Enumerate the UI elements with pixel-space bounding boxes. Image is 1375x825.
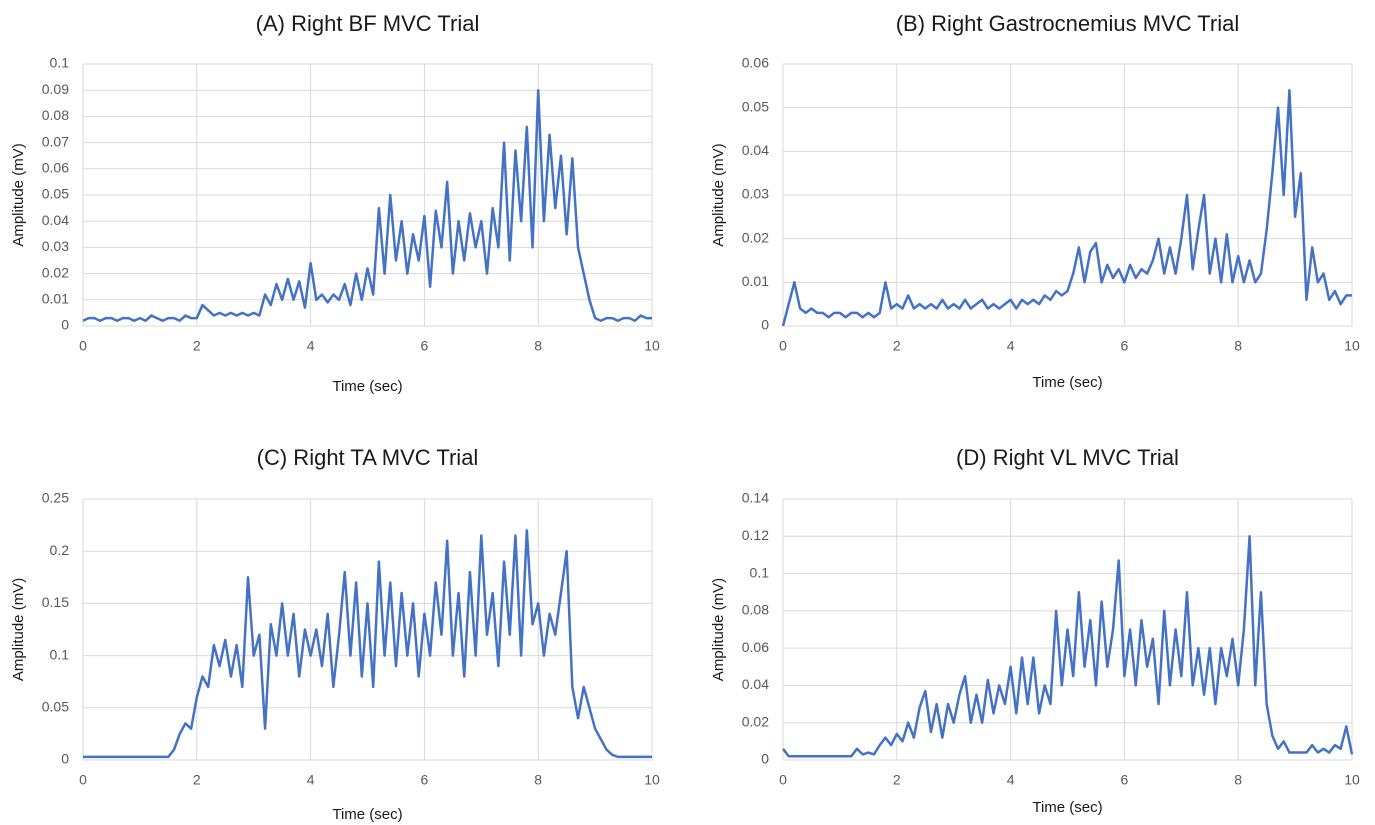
y-tick-label: 0.06 bbox=[742, 55, 769, 71]
y-tick-label: 0.04 bbox=[42, 212, 69, 228]
chart-panel: 0 0.01 0.02 0.03 0.04 0.05 0.06 0 2 4 6 8 10 (B) Righ… bbox=[710, 11, 1360, 391]
x-axis-title: Time (sec) bbox=[1032, 374, 1102, 391]
x-tick-label: 10 bbox=[1344, 338, 1360, 354]
x-tick-label: 4 bbox=[1007, 772, 1015, 788]
y-tick-label: 0 bbox=[61, 317, 69, 333]
x-tick-label: 4 bbox=[307, 338, 315, 354]
chart-panel: 0 0.02 0.04 0.06 0.08 0.1 0.12 0.14 0 2 4 6 8 10 (D) R… bbox=[710, 445, 1360, 816]
y-tick-label: 0.06 bbox=[742, 639, 769, 655]
chart-panel: 0 0.01 0.02 0.03 0.04 0.05 0.06 0.07 0.08 0.09 0.1… bbox=[10, 11, 660, 395]
data-line bbox=[82, 88, 652, 323]
x-tick-label: 6 bbox=[1121, 772, 1129, 788]
data-line bbox=[83, 529, 652, 759]
y-axis-title: Amplitude (mV) bbox=[710, 578, 727, 681]
data-line bbox=[782, 535, 1354, 758]
x-tick-label: 4 bbox=[307, 772, 315, 788]
y-tick-label: 0.05 bbox=[42, 699, 69, 715]
x-tick-label: 2 bbox=[893, 772, 901, 788]
y-tick-label: 0.04 bbox=[742, 142, 769, 158]
y-axis-title: Amplitude (mV) bbox=[10, 143, 27, 246]
y-tick-label: 0.2 bbox=[50, 542, 70, 558]
x-tick-label: 10 bbox=[1344, 772, 1360, 788]
x-axis-title: Time (sec) bbox=[1032, 799, 1102, 816]
chart-title: (D) Right VL MVC Trial bbox=[956, 445, 1179, 470]
x-tick-label: 10 bbox=[644, 338, 660, 354]
y-tick-label: 0 bbox=[761, 317, 769, 333]
y-tick-label: 0.02 bbox=[42, 264, 69, 280]
y-tick-label: 0.07 bbox=[42, 133, 69, 149]
y-tick-label: 0.03 bbox=[742, 186, 769, 202]
y-tick-label: 0.04 bbox=[742, 676, 769, 692]
y-tick-label: 0.12 bbox=[742, 527, 769, 543]
y-tick-label: 0.06 bbox=[42, 160, 69, 176]
y-axis-title: Amplitude (mV) bbox=[10, 578, 27, 681]
y-tick-label: 0.03 bbox=[42, 238, 69, 254]
chart-title: (A) Right BF MVC Trial bbox=[256, 11, 480, 36]
x-axis-title: Time (sec) bbox=[332, 378, 402, 395]
y-tick-label: 0.02 bbox=[742, 713, 769, 729]
y-tick-label: 0.02 bbox=[742, 229, 769, 245]
x-tick-label: 2 bbox=[193, 338, 201, 354]
x-tick-label: 0 bbox=[779, 338, 787, 354]
data-line bbox=[781, 88, 1352, 327]
x-tick-label: 0 bbox=[79, 772, 87, 788]
chart-panel: 0 0.05 0.1 0.15 0.2 0.25 0 2 4 6 8 10 (C) Right TA M… bbox=[10, 445, 660, 823]
y-tick-label: 0.08 bbox=[742, 602, 769, 618]
x-tick-label: 8 bbox=[1234, 772, 1242, 788]
x-tick-label: 2 bbox=[893, 338, 901, 354]
x-tick-label: 6 bbox=[421, 338, 429, 354]
y-tick-label: 0.01 bbox=[742, 273, 769, 289]
y-tick-label: 0.09 bbox=[42, 81, 69, 97]
y-tick-label: 0 bbox=[761, 751, 769, 767]
y-tick-label: 0.25 bbox=[42, 490, 69, 506]
x-tick-label: 10 bbox=[644, 772, 660, 788]
x-tick-label: 2 bbox=[193, 772, 201, 788]
y-axis-title: Amplitude (mV) bbox=[710, 143, 727, 246]
x-tick-label: 6 bbox=[421, 772, 429, 788]
y-tick-label: 0.1 bbox=[50, 55, 70, 71]
chart-title: (C) Right TA MVC Trial bbox=[257, 445, 479, 470]
y-tick-label: 0.14 bbox=[742, 490, 769, 506]
x-tick-label: 6 bbox=[1121, 338, 1129, 354]
x-tick-label: 0 bbox=[779, 772, 787, 788]
x-tick-label: 8 bbox=[1234, 338, 1242, 354]
y-tick-label: 0.15 bbox=[42, 594, 69, 610]
y-tick-label: 0.05 bbox=[742, 98, 769, 114]
y-tick-label: 0.01 bbox=[42, 291, 69, 307]
x-axis-title: Time (sec) bbox=[332, 806, 402, 823]
x-tick-label: 8 bbox=[534, 338, 542, 354]
x-tick-label: 8 bbox=[534, 772, 542, 788]
y-tick-label: 0.08 bbox=[42, 107, 69, 123]
chart-title: (B) Right Gastrocnemius MVC Trial bbox=[896, 11, 1240, 36]
x-tick-label: 4 bbox=[1007, 338, 1015, 354]
x-tick-label: 0 bbox=[79, 338, 87, 354]
y-tick-label: 0.1 bbox=[50, 646, 70, 662]
y-tick-label: 0 bbox=[61, 751, 69, 767]
y-tick-label: 0.1 bbox=[750, 564, 770, 580]
y-tick-label: 0.05 bbox=[42, 186, 69, 202]
